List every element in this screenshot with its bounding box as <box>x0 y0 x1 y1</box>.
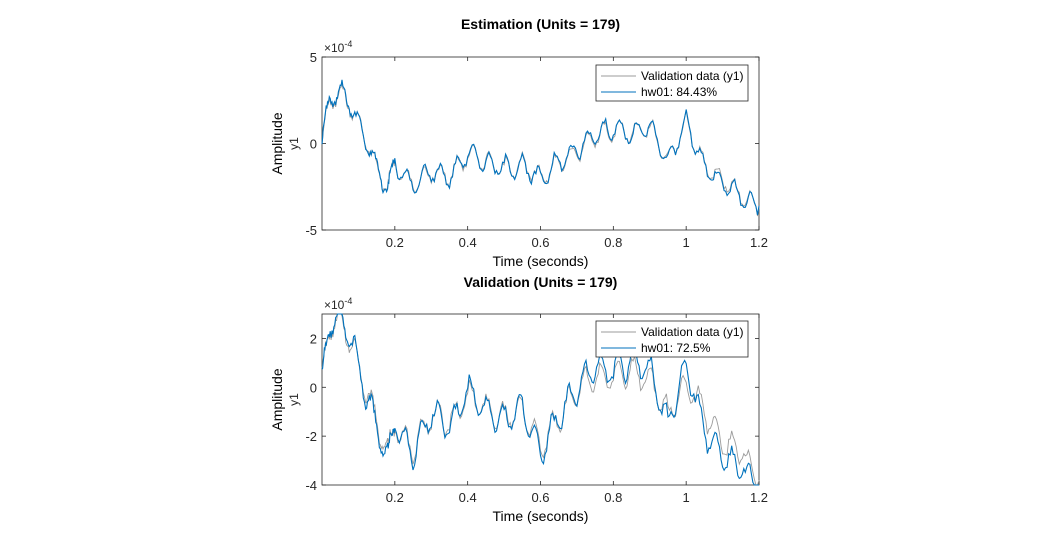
x-tick-label: 0.8 <box>604 490 622 505</box>
axes-panel-1: 0.2 0.4 0.6 0.8 1 1.2 5 0 -5 ×10-4 Estimation (Uni… <box>269 16 768 269</box>
x-tick-label: 0.4 <box>459 235 477 250</box>
x-axis-label: Time (seconds) <box>493 253 589 269</box>
y-axis-output-label: y1 <box>287 137 301 150</box>
chart-title: Estimation (Units = 179) <box>461 16 620 32</box>
x-tick-label: 1 <box>683 490 690 505</box>
x-tick-label: 0.2 <box>386 235 404 250</box>
x-tick-label: 0.4 <box>459 490 477 505</box>
y-tick-label: -2 <box>305 429 317 444</box>
x-tick-label: 1.2 <box>750 490 768 505</box>
x-tick-label: 0.8 <box>604 235 622 250</box>
legend-entry-1: Validation data (y1) <box>641 69 744 83</box>
legend-box <box>595 64 749 102</box>
x-tick-label: 1.2 <box>750 235 768 250</box>
y-exponent-label: ×10-4 <box>324 296 352 312</box>
y-exponent-power: -4 <box>344 39 352 49</box>
x-tick-label: 0.6 <box>531 235 549 250</box>
y-tick-label: 0 <box>310 380 317 395</box>
legend-box <box>595 320 749 358</box>
y-axis-label: Amplitude <box>269 368 285 430</box>
y-tick-label: 5 <box>310 50 317 65</box>
x-tick-label: 1 <box>683 235 690 250</box>
y-axis-output-label: y1 <box>287 393 301 406</box>
legend-entry-1: Validation data (y1) <box>641 325 744 339</box>
y-exponent-power: -4 <box>344 296 352 306</box>
series-line-2 <box>321 79 760 215</box>
legend: Validation data (y1) hw01: 84.43% <box>595 64 749 102</box>
x-tick-label: 0.6 <box>531 490 549 505</box>
legend-entry-2: hw01: 84.43% <box>641 85 717 99</box>
y-axis-label: Amplitude <box>269 112 285 174</box>
x-tick-label: 0.2 <box>386 490 404 505</box>
x-axis-label: Time (seconds) <box>493 508 589 524</box>
y-tick-label: -4 <box>305 478 317 493</box>
chart-title: Validation (Units = 179) <box>464 274 618 290</box>
legend-entry-2: hw01: 72.5% <box>641 341 711 355</box>
y-exponent-base: ×10 <box>324 41 345 55</box>
y-tick-label: 2 <box>310 331 317 346</box>
y-tick-label: 0 <box>310 137 317 152</box>
series-line-2 <box>321 313 759 486</box>
y-exponent-label: ×10-4 <box>324 39 352 55</box>
y-tick-label: -5 <box>305 223 317 238</box>
legend: Validation data (y1) hw01: 72.5% <box>595 320 749 358</box>
y-exponent-base: ×10 <box>324 298 345 312</box>
